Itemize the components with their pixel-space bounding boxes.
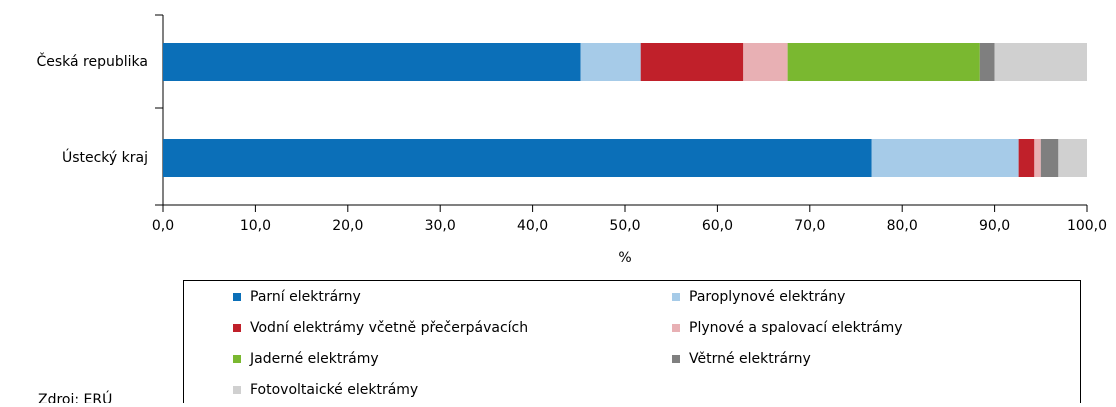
legend-marker bbox=[672, 355, 680, 363]
x-tick-label: 20,0 bbox=[332, 218, 363, 234]
legend-marker bbox=[233, 293, 241, 301]
bar-segment bbox=[994, 43, 1087, 81]
bar-segment bbox=[1058, 139, 1087, 177]
bar-segment bbox=[1040, 139, 1059, 177]
bar-segment bbox=[163, 139, 872, 177]
legend-label: Parní elektrárny bbox=[250, 289, 361, 305]
y-tick-label: Ústecký kraj bbox=[62, 148, 148, 166]
x-tick-label: 60,0 bbox=[702, 218, 733, 234]
x-tick-label: 50,0 bbox=[609, 218, 640, 234]
bar-segment bbox=[580, 43, 641, 81]
bar-segment bbox=[163, 43, 581, 81]
bar-segment bbox=[640, 43, 744, 81]
bar-segment bbox=[871, 139, 1019, 177]
legend-marker bbox=[233, 355, 241, 363]
bar-segment bbox=[979, 43, 995, 81]
x-tick-label: 0,0 bbox=[152, 218, 174, 234]
legend-label: Fotovoltaické elektrámy bbox=[250, 382, 418, 398]
legend-label: Paroplynové elektrány bbox=[689, 289, 845, 305]
x-tick-label: 40,0 bbox=[517, 218, 548, 234]
x-tick-label: 30,0 bbox=[425, 218, 456, 234]
bar-segment bbox=[1034, 139, 1041, 177]
legend-marker bbox=[233, 324, 241, 332]
x-tick-label: 100,0 bbox=[1067, 218, 1107, 234]
x-axis-label: % bbox=[618, 250, 631, 266]
legend-box bbox=[183, 280, 1081, 407]
bar-segment bbox=[787, 43, 980, 81]
legend-label: Jaderné elektrámy bbox=[249, 351, 379, 367]
legend-label: Větrné elektrárny bbox=[689, 351, 811, 367]
legend-marker bbox=[672, 324, 680, 332]
source: Zdroj: ERÚ bbox=[38, 390, 112, 403]
bar-segment bbox=[1018, 139, 1035, 177]
legend-label: Plynové a spalovací elektrámy bbox=[689, 320, 903, 336]
legend-marker bbox=[233, 386, 241, 394]
x-tick-label: 10,0 bbox=[240, 218, 271, 234]
legend-label: Vodní elektrámy včetně přečerpávacích bbox=[250, 320, 528, 336]
x-tick-label: 90,0 bbox=[979, 218, 1010, 234]
x-tick-label: 80,0 bbox=[887, 218, 918, 234]
y-tick-label: Česká republika bbox=[36, 52, 148, 70]
x-tick-label: 70,0 bbox=[794, 218, 825, 234]
legend-marker bbox=[672, 293, 680, 301]
bar-segment bbox=[743, 43, 788, 81]
